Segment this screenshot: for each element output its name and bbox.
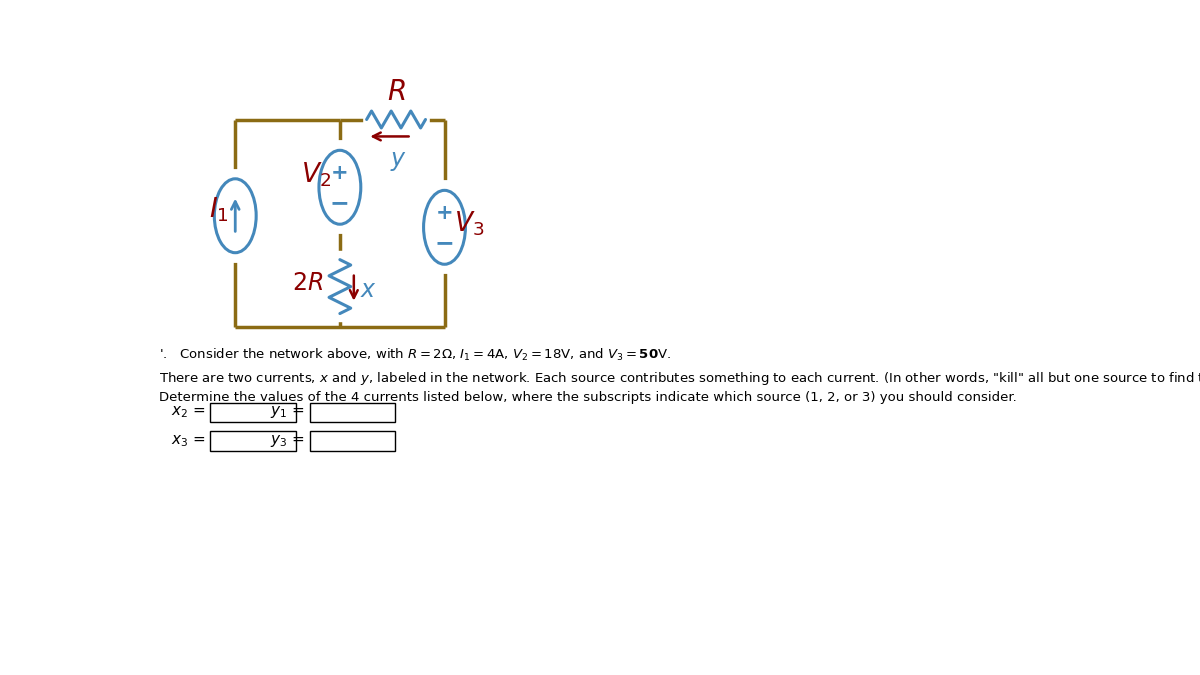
Text: $x$: $x$ <box>360 277 377 302</box>
Text: $V_3$: $V_3$ <box>454 209 484 238</box>
Text: $y$: $y$ <box>390 148 407 173</box>
Ellipse shape <box>319 151 361 224</box>
Text: $y_1$ =: $y_1$ = <box>270 404 305 421</box>
Text: $I_1$: $I_1$ <box>209 195 229 224</box>
Text: $y_3$ =: $y_3$ = <box>270 433 305 449</box>
FancyBboxPatch shape <box>310 403 395 422</box>
Text: $V_2$: $V_2$ <box>300 161 330 189</box>
Text: $x_2$ =: $x_2$ = <box>172 404 206 421</box>
Ellipse shape <box>215 179 256 252</box>
Ellipse shape <box>424 190 466 264</box>
Text: −: − <box>330 190 349 215</box>
Text: +: + <box>331 163 349 184</box>
Text: There are two currents, $x$ and $y$, labeled in the network. Each source contrib: There are two currents, $x$ and $y$, lab… <box>160 370 1200 387</box>
Text: +: + <box>436 203 454 223</box>
Text: −: − <box>434 231 455 254</box>
FancyBboxPatch shape <box>310 431 395 451</box>
FancyBboxPatch shape <box>210 431 295 451</box>
Text: $R$: $R$ <box>386 78 406 106</box>
FancyBboxPatch shape <box>210 403 295 422</box>
Text: $2R$: $2R$ <box>292 271 323 295</box>
Text: Determine the values of the 4 currents listed below, where the subscripts indica: Determine the values of the 4 currents l… <box>160 392 1018 404</box>
Text: '. $\,\,$ Consider the network above, with $R = 2\Omega$, $I_1 = 4$A, $V_2 = 18$: '. $\,\,$ Consider the network above, wi… <box>160 347 672 362</box>
Text: $x_3$ =: $x_3$ = <box>172 433 206 449</box>
